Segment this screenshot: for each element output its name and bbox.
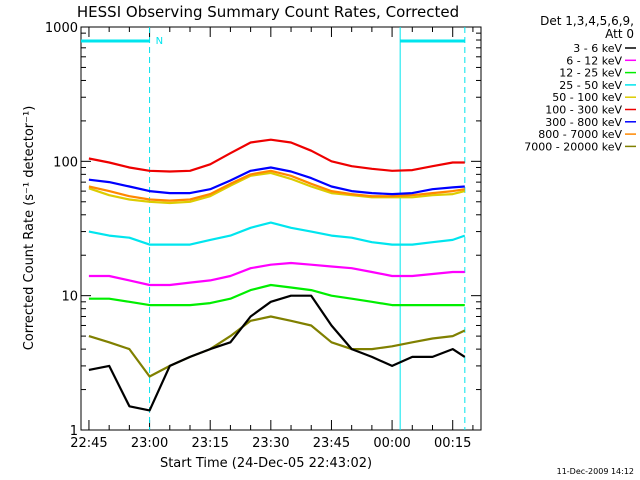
x-tick-label: 22:45 [70,436,107,451]
series-line [88,171,466,205]
y-axis-label: Corrected Count Rate (s⁻¹ detector⁻¹) [22,106,37,351]
plot-border [80,26,482,431]
axis-ticks [81,26,481,431]
series-line [88,169,465,202]
series-line [88,315,466,378]
series-line [88,261,465,287]
x-tick-label: 23:45 [313,436,350,451]
x-tick-label: 23:30 [252,436,289,451]
x-tick-label: 00:15 [434,436,471,451]
legend-label: 6 - 12 keV [566,54,622,67]
chart-title: HESSI Observing Summary Count Rates, Cor… [77,3,459,21]
x-tick-label: 00:00 [373,436,410,451]
legend-label: 25 - 50 keV [559,79,622,92]
legend-title-line-2: Att 0 [605,27,634,41]
series-line [88,294,466,412]
legend-label: 7000 - 20000 keV [524,140,622,153]
series-line [88,166,465,196]
series-line [88,221,466,246]
x-axis-label: Start Time (24-Dec-05 22:43:02) [160,456,372,471]
plot-frame [80,26,482,431]
legend-label: 800 - 7000 keV [538,128,622,141]
y-tick-label: 1 [70,424,78,439]
series-line [88,283,465,307]
legend-title-line-1: Det 1,3,4,5,6,9, [540,14,634,28]
annotation-label: N [156,36,163,47]
legend-label: 50 - 100 keV [552,91,622,104]
y-tick-label: 10 [61,290,78,305]
x-tick-label: 23:00 [131,436,168,451]
y-tick-label: 1000 [45,21,78,36]
y-tick-labels: 1 10 100 1000 [45,21,78,439]
series-layer [88,138,466,412]
generated-timestamp: 11-Dec-2009 14:12 [557,467,634,476]
legend-label: 3 - 6 keV [573,42,622,55]
y-tick-label: 100 [53,155,78,170]
legend-label: 300 - 800 keV [545,116,622,129]
series-line [88,138,465,173]
x-tick-labels: 22:45 23:00 23:15 23:30 23:45 00:00 00:15 [70,436,471,451]
x-tick-label: 23:15 [191,436,228,451]
legend-label: 100 - 300 keV [545,104,622,117]
legend-label: 12 - 25 keV [559,67,622,80]
